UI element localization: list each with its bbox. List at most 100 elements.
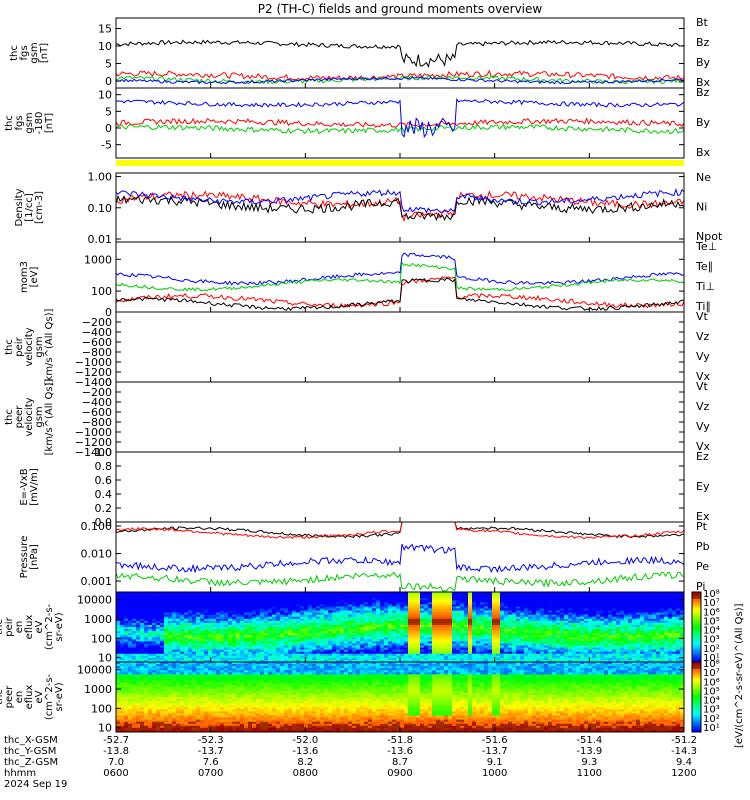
heatmap-cell [588,592,593,595]
heatmap-cell [672,592,677,595]
heatmap-cell [176,657,181,661]
heatmap-cell [268,651,273,655]
heatmap-cell [456,596,461,599]
heatmap-cell [172,655,177,659]
heatmap-cell [304,651,309,655]
heatmap-cell [292,659,297,663]
heatmap-cell [204,657,209,661]
heatmap-cell [264,641,269,644]
heatmap-cell [144,622,149,626]
heatmap-cell [132,647,137,650]
heatmap-cell [644,643,649,646]
heatmap-cell [196,596,201,599]
heatmap-cell [324,643,329,646]
heatmap-cell [272,635,277,638]
heatmap-cell [316,647,321,650]
heatmap-cell [208,600,213,603]
heatmap-cell [612,649,617,653]
heatmap-cell [236,608,241,611]
heatmap-cell [312,643,317,646]
heatmap-cell [444,614,449,618]
heatmap-cell [568,653,573,657]
heatmap-cell [632,594,637,597]
heatmap-cell [404,594,409,597]
heatmap-cell [176,602,181,605]
y-tick-label: −1200 [75,436,112,449]
heatmap-cell [556,651,561,655]
heatmap-cell [256,629,261,632]
heatmap-cell [544,602,549,605]
heatmap-cell [452,616,457,620]
heatmap-cell [608,600,613,603]
heatmap-cell [164,614,169,618]
heatmap-cell [408,604,413,607]
heatmap-cell [500,600,505,603]
heatmap-cell [192,649,197,653]
heatmap-cell [508,643,513,646]
heatmap-cell [188,659,193,663]
heatmap-cell [656,604,661,607]
heatmap-cell [556,604,561,607]
heatmap-cell [608,659,613,663]
heatmap-cell [656,629,661,632]
y-tick-label: −200 [82,386,112,399]
heatmap-cell [624,647,629,650]
heatmap-cell [520,622,525,626]
heatmap-cell [592,651,597,655]
heatmap-cell [276,618,281,622]
heatmap-cell [316,608,321,611]
heatmap-cell [588,651,593,655]
heatmap-cell [312,627,317,630]
heatmap-cell [224,641,229,644]
heatmap-cell [316,620,321,624]
heatmap-cell [504,647,509,650]
heatmap-cell [432,618,437,622]
heatmap-cell [184,635,189,638]
heatmap-cell [376,616,381,620]
heatmap-cell [392,604,397,607]
heatmap-cell [588,610,593,613]
heatmap-cell [604,647,609,650]
heatmap-cell [276,606,281,609]
heatmap-cell [392,602,397,605]
heatmap-cell [604,637,609,640]
heatmap-cell [484,608,489,611]
heatmap-cell [276,604,281,607]
heatmap-cell [416,637,421,640]
heatmap-cell [364,622,369,626]
heatmap-cell [520,592,525,595]
heatmap-cell [204,612,209,615]
heatmap-cell [648,629,653,632]
heatmap-cell [476,651,481,655]
heatmap-cell [160,618,165,622]
heatmap-cell [344,606,349,609]
heatmap-cell [500,649,505,653]
heatmap-cell [208,653,213,657]
heatmap-cell [168,627,173,630]
heatmap-cell [156,602,161,605]
heatmap-cell [332,653,337,657]
heatmap-cell [488,637,493,640]
heatmap-cell [520,643,525,646]
heatmap-cell [504,598,509,601]
y-axis-label: [nPa] [29,544,40,570]
heatmap-cell [640,659,645,663]
heatmap-cell [388,616,393,620]
heatmap-cell [136,618,141,622]
heatmap-cell [288,592,293,595]
heatmap-cell [412,655,417,659]
heatmap-cell [228,659,233,663]
heatmap-cell [272,659,277,663]
heatmap-cell [472,594,477,597]
heatmap-cell [164,647,169,650]
heatmap-cell [148,657,153,661]
heatmap-cell [224,657,229,661]
heatmap-cell [324,641,329,644]
heatmap-cell [624,629,629,632]
heatmap-cell [328,600,333,603]
heatmap-cell [552,643,557,646]
y-tick-label: 0.001 [81,575,113,588]
heatmap-cell [468,641,473,644]
heatmap-cell [644,641,649,644]
heatmap-cell [432,616,437,620]
